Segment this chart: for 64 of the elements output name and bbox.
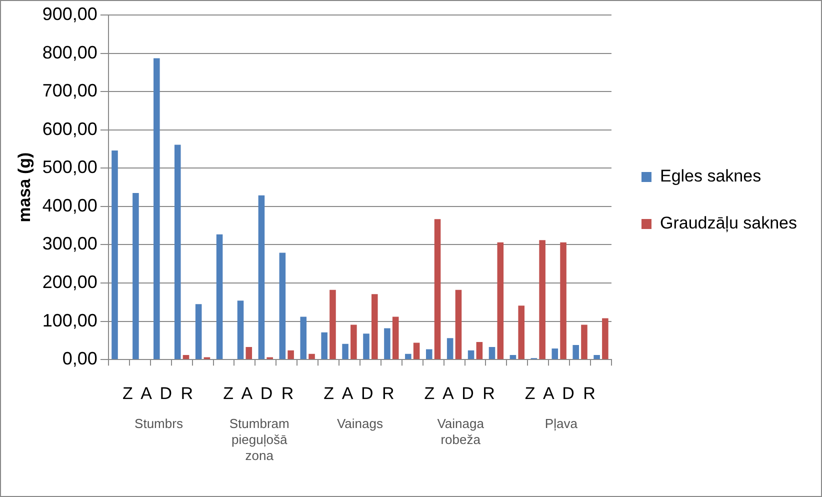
text: Vainaga robeža: [436, 416, 485, 448]
bar: [405, 354, 412, 360]
y-tick-label: 0,00: [62, 348, 98, 369]
bar: [132, 193, 139, 360]
text: Stumbram pieguļošā zona: [228, 416, 290, 464]
y-tick-label: 600,00: [42, 118, 98, 139]
bar: [182, 355, 190, 360]
bar: [446, 338, 454, 360]
bar: [488, 346, 496, 360]
bar: [154, 58, 160, 360]
y-tick-label: 100,00: [42, 310, 98, 330]
text: Z A D R: [324, 384, 396, 404]
bar: [434, 219, 441, 360]
bar: [594, 355, 600, 360]
text: Z A D R: [524, 384, 598, 404]
bar: [342, 344, 348, 360]
text: Stumbrs: [134, 416, 184, 432]
bar: [246, 346, 252, 360]
y-tick-label: 400,00: [42, 195, 98, 216]
bar: [572, 345, 579, 360]
y-tick-label: 200,00: [42, 272, 98, 292]
bar: [560, 242, 566, 360]
bar: [371, 294, 378, 360]
bar: [363, 334, 370, 360]
bar: [174, 144, 181, 360]
bar: [518, 306, 524, 360]
bar: [237, 300, 244, 360]
bar: [300, 316, 307, 360]
bar: [321, 332, 328, 360]
bar: [581, 324, 588, 360]
bar: [308, 354, 315, 360]
bar: [384, 328, 390, 360]
bar: [552, 348, 558, 360]
text: Z A D R: [122, 384, 196, 404]
bar: [350, 324, 357, 360]
y-tick-label: 800,00: [42, 42, 98, 62]
y-axis-title: masa (g): [14, 152, 34, 222]
text: Pļava: [544, 416, 578, 432]
y-tick-label: 500,00: [42, 157, 98, 178]
bar: [602, 318, 608, 360]
bar: [426, 349, 432, 360]
y-tick-label: 300,00: [42, 234, 98, 254]
bar: [195, 304, 202, 360]
text: Vainags: [336, 416, 384, 432]
bar: [468, 350, 474, 360]
bar: [392, 316, 399, 360]
bar: [288, 350, 294, 360]
bar: [497, 242, 504, 360]
legend-label: Egles saknes: [660, 166, 762, 186]
bar: [455, 290, 462, 360]
bar: [216, 234, 223, 360]
bar: [476, 342, 483, 360]
y-tick-label: 700,00: [42, 80, 98, 101]
text: Z A D R: [223, 384, 296, 404]
y-tick-label: 900,00: [42, 4, 98, 24]
bar: [510, 355, 516, 360]
bar: [539, 240, 546, 360]
legend-label: Graudzāļu saknes: [660, 214, 798, 233]
bar: [413, 342, 420, 360]
bar: [112, 150, 118, 360]
bar: [279, 252, 286, 360]
bar: [258, 195, 265, 360]
bar: [330, 290, 336, 360]
text: Z A D R: [424, 384, 497, 404]
